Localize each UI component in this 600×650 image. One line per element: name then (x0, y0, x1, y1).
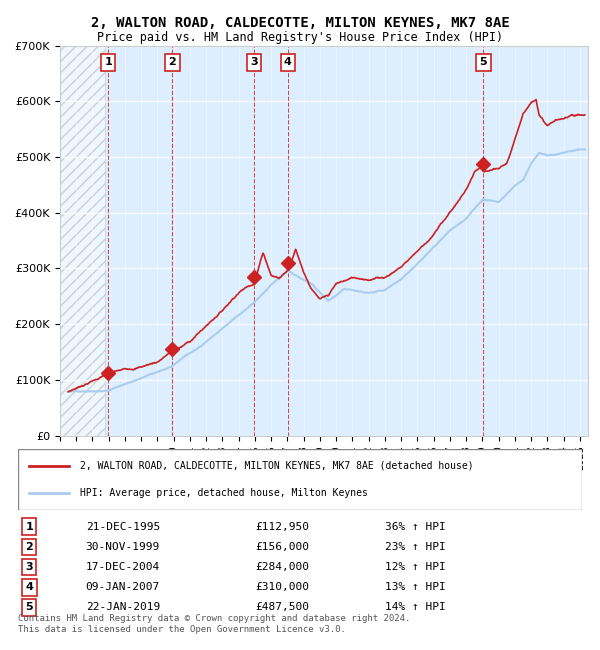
Text: 5: 5 (479, 57, 487, 67)
Text: 14% ↑ HPI: 14% ↑ HPI (385, 603, 445, 612)
Text: 23% ↑ HPI: 23% ↑ HPI (385, 542, 445, 552)
Bar (60, 46, 104, 436)
Text: 4: 4 (25, 582, 33, 592)
Text: £112,950: £112,950 (255, 522, 309, 532)
Text: 2, WALTON ROAD, CALDECOTTE, MILTON KEYNES, MK7 8AE: 2, WALTON ROAD, CALDECOTTE, MILTON KEYNE… (91, 16, 509, 31)
Text: 4: 4 (284, 57, 292, 67)
Text: 09-JAN-2007: 09-JAN-2007 (86, 582, 160, 592)
Text: £156,000: £156,000 (255, 542, 309, 552)
Text: 1: 1 (25, 522, 33, 532)
Text: 2, WALTON ROAD, CALDECOTTE, MILTON KEYNES, MK7 8AE (detached house): 2, WALTON ROAD, CALDECOTTE, MILTON KEYNE… (80, 461, 473, 471)
Text: 22-JAN-2019: 22-JAN-2019 (86, 603, 160, 612)
Text: 2: 2 (25, 542, 33, 552)
Text: £284,000: £284,000 (255, 562, 309, 572)
Text: 2: 2 (169, 57, 176, 67)
Text: 13% ↑ HPI: 13% ↑ HPI (385, 582, 445, 592)
Text: 17-DEC-2004: 17-DEC-2004 (86, 562, 160, 572)
Text: 21-DEC-1995: 21-DEC-1995 (86, 522, 160, 532)
Text: 30-NOV-1999: 30-NOV-1999 (86, 542, 160, 552)
Text: 1: 1 (104, 57, 112, 67)
Text: £487,500: £487,500 (255, 603, 309, 612)
Text: Contains HM Land Registry data © Crown copyright and database right 2024.
This d: Contains HM Land Registry data © Crown c… (18, 614, 410, 634)
Text: 3: 3 (25, 562, 33, 572)
Text: Price paid vs. HM Land Registry's House Price Index (HPI): Price paid vs. HM Land Registry's House … (97, 31, 503, 44)
Text: £310,000: £310,000 (255, 582, 309, 592)
Text: 5: 5 (25, 603, 33, 612)
Text: HPI: Average price, detached house, Milton Keynes: HPI: Average price, detached house, Milt… (80, 488, 368, 498)
Text: 12% ↑ HPI: 12% ↑ HPI (385, 562, 445, 572)
Text: 36% ↑ HPI: 36% ↑ HPI (385, 522, 445, 532)
Text: 3: 3 (250, 57, 258, 67)
FancyBboxPatch shape (18, 448, 582, 510)
